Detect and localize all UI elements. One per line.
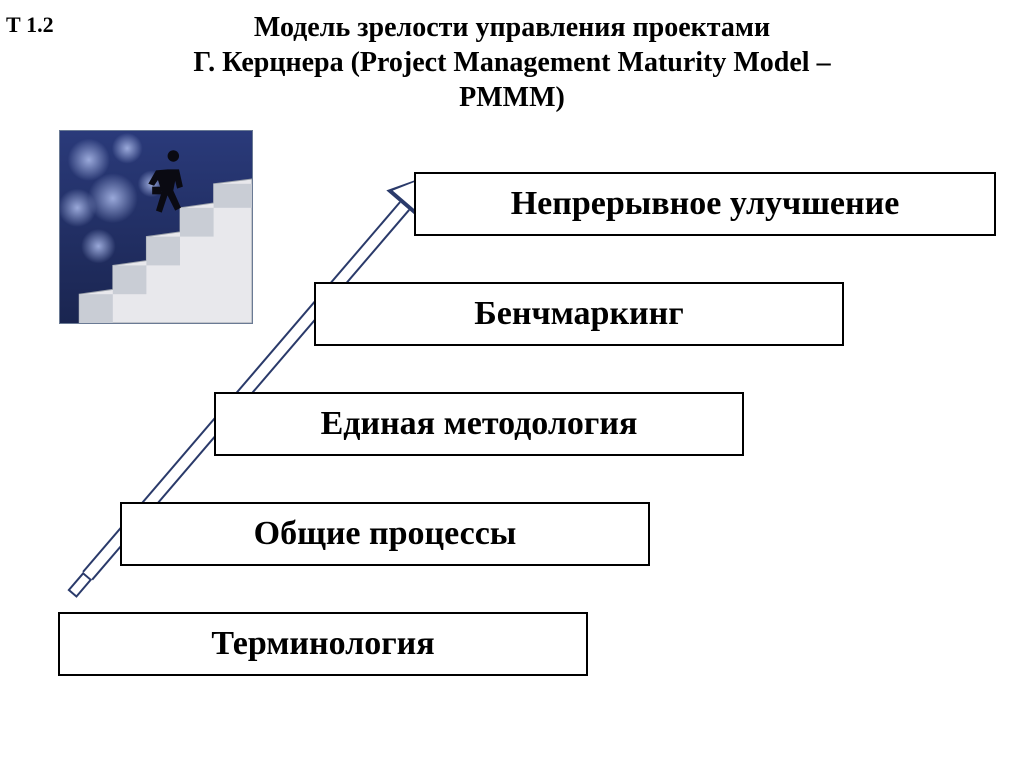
step-5-label: Непрерывное улучшение [511,185,900,223]
illustration-stairs [59,130,253,324]
step-1: Терминология [58,612,588,676]
step-3-label: Единая методология [321,405,638,443]
title-line1: Модель зрелости управления проектами [254,12,770,43]
step-1-label: Терминология [211,625,434,663]
illustration-svg [60,131,252,323]
step-5: Непрерывное улучшение [414,172,996,236]
step-2: Общие процессы [120,502,650,566]
title-line2: Г. Керцнера (Project Management Maturity… [193,47,830,78]
step-2-label: Общие процессы [254,515,517,553]
title-line3: PMMM) [459,82,565,113]
step-3: Единая методология [214,392,744,456]
step-4: Бенчмаркинг [314,282,844,346]
slide-tag-text: Т 1.2 [6,12,54,37]
slide-tag: Т 1.2 [6,12,54,38]
slide-title: Модель зрелости управления проектами Г. … [112,10,912,115]
step-4-label: Бенчмаркинг [474,295,683,333]
